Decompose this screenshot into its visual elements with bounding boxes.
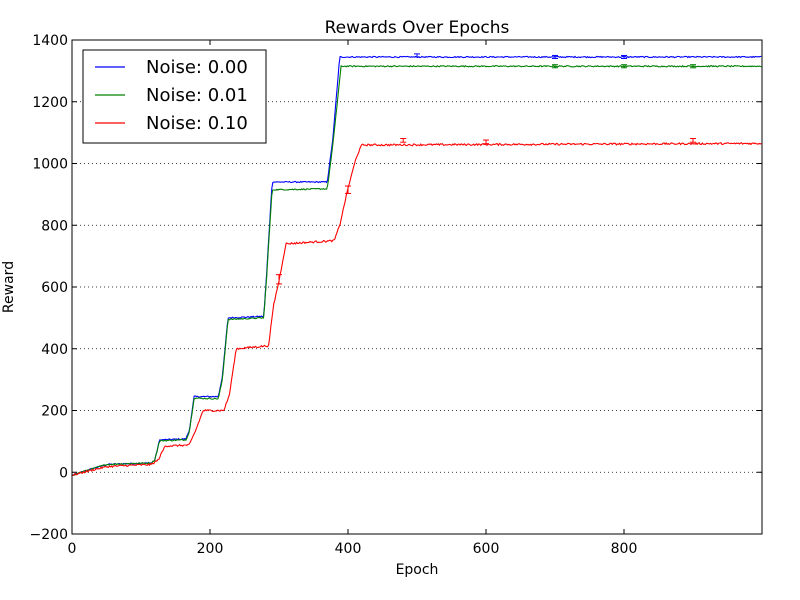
series-line-3	[72, 141, 762, 477]
y-tick-label: −200	[30, 527, 68, 543]
axis-ticks: 0 200 400 600 800−20002004006008001000120014…	[30, 33, 762, 557]
y-tick-label: 1000	[32, 157, 68, 173]
x-tick-label: 0	[68, 541, 77, 557]
y-tick-label: 400	[41, 342, 68, 358]
x-tick-label: 800	[611, 541, 638, 557]
legend-label-2: Noise: 0.01	[146, 85, 248, 106]
legend-label-3: Noise: 0.10	[146, 113, 248, 134]
x-axis-label: Epoch	[396, 562, 439, 578]
x-tick-label: 600	[473, 541, 500, 557]
series-line-2	[71, 64, 762, 477]
y-tick-label: 800	[41, 218, 68, 234]
x-tick-label: 400	[335, 541, 362, 557]
y-tick-label: 200	[41, 404, 68, 420]
plot-series	[71, 53, 762, 477]
legend-box	[82, 49, 267, 144]
y-tick-label: 1200	[32, 95, 68, 111]
y-tick-label: 1400	[32, 33, 68, 49]
y-axis-label: Reward	[1, 261, 17, 313]
y-tick-label: 0	[59, 465, 68, 481]
gridlines	[72, 101, 762, 473]
y-tick-label: 600	[41, 280, 68, 296]
chart-title: Rewards Over Epochs	[325, 18, 510, 38]
x-tick-label: 200	[197, 541, 224, 557]
legend: Noise: 0.00 Noise: 0.01 Noise: 0.10	[82, 49, 267, 144]
legend-label-1: Noise: 0.00	[146, 57, 248, 78]
